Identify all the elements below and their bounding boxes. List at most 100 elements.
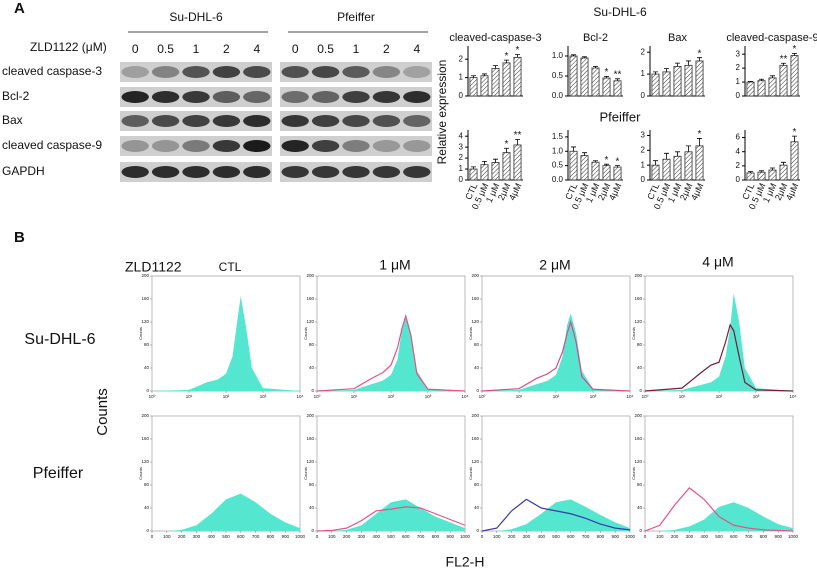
x-tick-label: 600 (402, 534, 410, 539)
error-bar (582, 152, 587, 156)
bar (480, 164, 489, 181)
bar (569, 150, 578, 181)
error-bar (504, 147, 509, 153)
flow-y-label: Counts (94, 388, 111, 436)
y-tick-label: 0 (476, 528, 479, 533)
axis-label: Counts (303, 327, 308, 340)
histogram-line (316, 314, 466, 392)
blot-band (311, 115, 340, 127)
x-tick-label: 400 (207, 534, 215, 539)
blot-band (372, 91, 401, 103)
y-tick-label: 40 (144, 505, 150, 510)
x-tick-label: 900 (774, 534, 782, 539)
bar (569, 55, 578, 97)
x-tick-label: 300 (523, 534, 531, 539)
significance: ** (514, 130, 522, 141)
y-tick-label: 80 (144, 342, 150, 347)
bar (613, 166, 622, 181)
error-bar (493, 158, 498, 163)
histogram-line (644, 487, 794, 532)
y-tick-label: 4 (736, 147, 741, 156)
blot-band (121, 166, 149, 178)
y-tick-label: 200 (306, 413, 314, 418)
lane-label: 1 (193, 42, 200, 56)
blot-band (182, 140, 210, 152)
error-bar (792, 53, 797, 56)
error-bar (482, 73, 487, 76)
bar (613, 80, 622, 97)
y-tick-label: 160 (306, 296, 314, 301)
blot-band (403, 140, 431, 152)
y-tick-label: 120 (141, 459, 149, 464)
bar (768, 77, 777, 97)
blot-band (372, 166, 401, 178)
error-bar (593, 66, 598, 68)
x-tick-label: 800 (267, 534, 275, 539)
axis-label: Counts (138, 467, 143, 480)
histogram-fill (482, 499, 630, 531)
x-tick-label: 10² (716, 394, 723, 399)
y-tick-label: 2 (641, 145, 646, 154)
plot-frame (481, 275, 631, 392)
y-tick-label: 120 (471, 459, 479, 464)
axis-label: Counts (468, 467, 473, 480)
bar (790, 55, 799, 97)
error-bar (759, 170, 764, 173)
x-tick-label: 10⁴ (297, 394, 304, 399)
y-tick-label: 3 (736, 49, 741, 58)
protein-label: GAPDH (2, 164, 45, 178)
y-tick-label: 0 (311, 388, 314, 393)
x-tick-label: 1000 (788, 534, 799, 539)
bar (480, 75, 489, 97)
y-tick-label: 200 (634, 413, 642, 418)
x-tick-label: 900 (281, 534, 289, 539)
y-tick-label: 40 (474, 505, 480, 510)
error-bar (604, 76, 609, 78)
bar (768, 169, 777, 181)
histogram-line (481, 319, 631, 392)
bar (662, 71, 671, 97)
y-axis-label: Relative expression (435, 60, 449, 165)
blot-band (212, 66, 241, 78)
blot-band (182, 115, 210, 127)
bar (673, 66, 682, 97)
x-tick-label: 10⁴ (462, 394, 469, 399)
y-tick-label: 3 (641, 131, 646, 140)
y-tick-label: 120 (471, 319, 479, 324)
lane-label: 0 (292, 42, 299, 56)
y-tick-label: 200 (141, 413, 149, 418)
x-tick-label: 800 (432, 534, 440, 539)
bar (684, 151, 693, 181)
y-tick-label: 40 (637, 365, 643, 370)
protein-label: Bcl-2 (2, 89, 30, 103)
y-tick-label: 160 (471, 296, 479, 301)
x-tick-label: 10³ (425, 394, 432, 399)
bar (502, 152, 511, 181)
bar (602, 165, 611, 181)
y-tick-label: 2 (736, 161, 741, 170)
error-bar (664, 152, 669, 160)
y-tick-label: 1 (459, 164, 464, 173)
bar (651, 73, 660, 97)
axis-label: Counts (468, 327, 473, 340)
histogram-fill (317, 313, 465, 391)
blot-band (403, 91, 431, 103)
plot-frame (151, 275, 301, 392)
error-bar (653, 160, 658, 166)
y-tick-label: 1.5 (552, 132, 564, 141)
lane-label: 0.5 (317, 42, 334, 56)
y-tick-label: 0 (146, 388, 149, 393)
axis-label: Counts (138, 327, 143, 340)
x-tick-label: 700 (745, 534, 753, 539)
blot-band (182, 166, 210, 178)
bar (662, 158, 671, 181)
x-tick-label: 200 (178, 534, 186, 539)
bar (502, 62, 511, 97)
bar (491, 162, 500, 181)
bar (695, 145, 704, 181)
flow-condition: 4 μM (702, 254, 733, 270)
y-tick-label: 2 (736, 63, 741, 72)
y-tick-label: 1 (459, 73, 464, 82)
error-bar (615, 78, 620, 81)
blot-band (212, 115, 241, 127)
